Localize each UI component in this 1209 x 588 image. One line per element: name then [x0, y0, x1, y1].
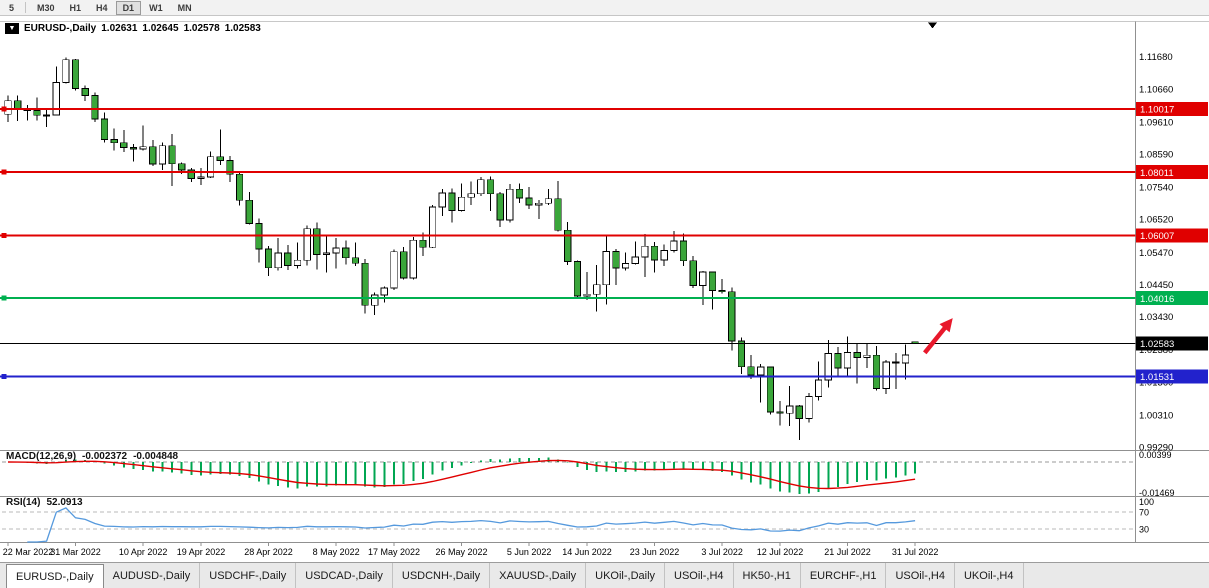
period-button-w1[interactable]: W1	[149, 2, 163, 13]
hline-anchor[interactable]	[1, 232, 7, 238]
chart-tab-ukoil-daily[interactable]: UKOil-,Daily	[586, 563, 666, 588]
svg-text:26 May 2022: 26 May 2022	[436, 547, 488, 557]
svg-text:31 Jul 2022: 31 Jul 2022	[892, 547, 939, 557]
svg-text:1.05470: 1.05470	[1139, 248, 1173, 259]
svg-text:10 Apr 2022: 10 Apr 2022	[119, 547, 168, 557]
svg-text:1.08011: 1.08011	[1140, 168, 1174, 179]
period-button-mn[interactable]: MN	[177, 2, 192, 13]
price-badge-1.06007: 1.06007	[1136, 228, 1208, 243]
svg-text:1.00310: 1.00310	[1139, 410, 1173, 421]
svg-text:17 May 2022: 17 May 2022	[368, 547, 420, 557]
period-toolbar: 5 M30 H1 H4 D1 W1 MN	[0, 0, 1209, 16]
svg-text:8 May 2022: 8 May 2022	[313, 547, 360, 557]
svg-text:1.10660: 1.10660	[1139, 84, 1173, 95]
chart-tab-audusd-daily[interactable]: AUDUSD-,Daily	[104, 563, 201, 588]
svg-text:1.01531: 1.01531	[1140, 372, 1174, 383]
chart-tab-eurchf-h1[interactable]: EURCHF-,H1	[801, 563, 887, 588]
chart-tab-xauusd-daily[interactable]: XAUUSD-,Daily	[490, 563, 587, 588]
svg-text:14 Jun 2022: 14 Jun 2022	[562, 547, 612, 557]
svg-text:0.99290: 0.99290	[1139, 443, 1173, 454]
chart-tab-usoil-h4[interactable]: USOil-,H4	[886, 563, 955, 588]
chart-tab-ukoil-h4[interactable]: UKOil-,H4	[955, 563, 1024, 588]
svg-text:12 Jul 2022: 12 Jul 2022	[757, 547, 804, 557]
svg-text:22 Mar 2022: 22 Mar 2022	[3, 547, 54, 557]
price-chart-canvas[interactable]: 1.11680 1.10660 1.09610 1.08590 1.07540 1.065…	[0, 16, 1209, 562]
price-badge-1.08011: 1.08011	[1136, 165, 1208, 180]
svg-text:3 Jul 2022: 3 Jul 2022	[701, 547, 743, 557]
svg-text:21 Jul 2022: 21 Jul 2022	[824, 547, 871, 557]
price-badge-1.01531: 1.01531	[1136, 369, 1208, 384]
chart-tab-eurusd-daily[interactable]: EURUSD-,Daily	[6, 564, 104, 588]
period-button-h1[interactable]: H1	[69, 2, 82, 13]
macd-signal-line	[7, 459, 916, 490]
hline-anchor[interactable]	[1, 169, 7, 175]
svg-text:1.11680: 1.11680	[1139, 52, 1173, 63]
svg-text:5 Jun 2022: 5 Jun 2022	[507, 547, 552, 557]
svg-text:28 Apr 2022: 28 Apr 2022	[244, 547, 293, 557]
chart-tab-usdcnh-daily[interactable]: USDCNH-,Daily	[393, 563, 491, 588]
hline-anchor[interactable]	[1, 106, 7, 112]
svg-text:1.06007: 1.06007	[1140, 231, 1174, 242]
chart-tab-usoil-h4[interactable]: USOil-,H4	[665, 563, 734, 588]
price-badge-1.04016: 1.04016	[1136, 291, 1208, 306]
rsi-line	[27, 507, 916, 543]
svg-text:1.09610: 1.09610	[1139, 117, 1173, 128]
rsi-axis-label: 30	[1139, 525, 1149, 535]
price-badge-1.02583: 1.02583	[1136, 336, 1208, 351]
macd-axis-max: 0.00399	[1139, 450, 1172, 460]
chart-tab-usdchf-daily[interactable]: USDCHF-,Daily	[200, 563, 297, 588]
chart-tab-hk50-h1[interactable]: HK50-,H1	[734, 563, 801, 588]
price-badge-1.10017: 1.10017	[1136, 102, 1208, 117]
chart-tabbar: EURUSD-,Daily AUDUSD-,Daily USDCHF-,Daily U…	[0, 562, 1209, 588]
svg-text:1.10017: 1.10017	[1140, 105, 1174, 116]
svg-text:1.02583: 1.02583	[1140, 339, 1174, 350]
svg-text:1.02380: 1.02380	[1139, 345, 1173, 356]
svg-text:1.06520: 1.06520	[1139, 215, 1173, 226]
toolbar-separator	[25, 2, 27, 13]
trend-arrow[interactable]	[922, 318, 953, 355]
period-button-5[interactable]: 5	[9, 2, 15, 13]
period-button-m30[interactable]: M30	[37, 2, 55, 13]
hline-anchor[interactable]	[1, 295, 7, 301]
period-button-d1[interactable]: D1	[115, 0, 142, 15]
candles	[4, 57, 919, 440]
rsi-axis-label: 70	[1139, 507, 1149, 517]
hline-anchor[interactable]	[1, 373, 7, 379]
chart-tab-usdcad-daily[interactable]: USDCAD-,Daily	[296, 563, 393, 588]
svg-text:1.03430: 1.03430	[1139, 312, 1173, 323]
svg-text:1.07540: 1.07540	[1139, 183, 1173, 194]
macd-histogram	[26, 457, 917, 495]
svg-text:1.08590: 1.08590	[1139, 150, 1173, 161]
rsi-axis-label: 100	[1139, 497, 1154, 507]
macd-axis-min: -0.01469	[1139, 488, 1175, 498]
svg-text:23 Jun 2022: 23 Jun 2022	[630, 547, 680, 557]
symbol-dropdown-icon[interactable]: ▼	[5, 23, 19, 34]
svg-text:1.04450: 1.04450	[1139, 280, 1173, 291]
svg-text:31 Mar 2022: 31 Mar 2022	[50, 547, 101, 557]
svg-text:1.04016: 1.04016	[1140, 294, 1174, 305]
period-button-h4[interactable]: H4	[96, 2, 108, 13]
chart-shift-marker-icon[interactable]	[928, 22, 937, 29]
svg-text:19 Apr 2022: 19 Apr 2022	[177, 547, 226, 557]
